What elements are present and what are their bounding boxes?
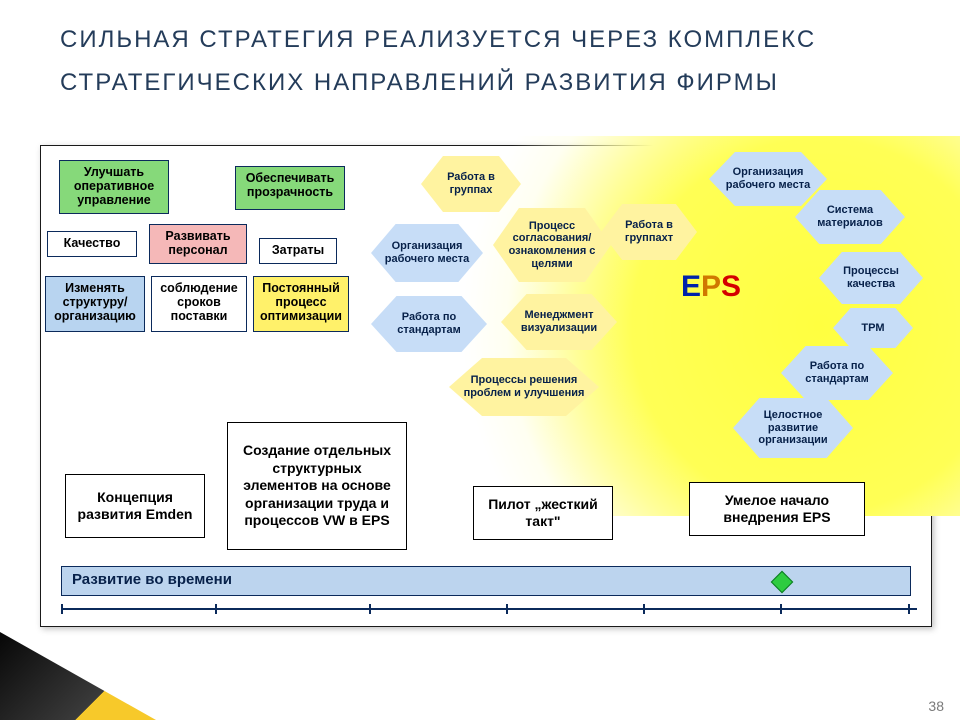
hex-label: Работа по стандартам [789, 360, 885, 385]
box-optimization: Постоянный процесс оптимизации [253, 276, 349, 332]
eps-s: S [721, 270, 741, 303]
hex-label: Менеджмент визуализации [509, 309, 609, 334]
hex-holistic: Целостное развитие организации [733, 398, 853, 458]
diagram-canvas: ✕ Улучшать оперативное управление Обеспе… [40, 145, 932, 627]
timeline-bar: Развитие во времени [61, 566, 911, 596]
hex-label: Работа в группах [429, 171, 513, 196]
slide-title: Сильная стратегия реализуется через комп… [60, 18, 910, 104]
box-costs: Затраты [259, 238, 337, 264]
slide: Сильная стратегия реализуется через комп… [0, 0, 960, 720]
phase-box-4: Умелое начало внедрения EPS [689, 482, 865, 536]
diamond-icon [771, 571, 794, 594]
hex-teamwork2: Работа в группахт [601, 204, 697, 260]
hex-label: Организация рабочего места [379, 240, 475, 265]
hex-problem: Процессы решения проблем и улучшения [449, 358, 599, 416]
box-transparency: Обеспечивать прозрачность [235, 166, 345, 210]
timeline-label: Развитие во времени [72, 571, 232, 588]
box-develop-staff: Развивать персонал [149, 224, 247, 264]
hex-label: Работа в группахт [609, 219, 689, 244]
eps-e: E [681, 270, 701, 303]
hex-tpm: TPM [833, 308, 913, 348]
hex-label: Целостное развитие организации [741, 409, 845, 447]
slide-number: 38 [928, 698, 944, 714]
phase-box-3: Пилот „жесткий такт" [473, 486, 613, 540]
eps-logo: EPS [681, 270, 741, 304]
box-quality: Качество [47, 231, 137, 257]
hex-visual: Менеджмент визуализации [501, 294, 617, 350]
hex-label: Система материалов [803, 204, 897, 229]
hex-materials: Система материалов [795, 190, 905, 244]
hex-label: Процессы решения проблем и улучшения [457, 374, 591, 399]
eps-p: P [701, 270, 721, 303]
hex-standards2: Работа по стандартам [781, 346, 893, 400]
hex-label: Работа по стандартам [379, 311, 479, 336]
phase-box-1: Концепция развития Emden [65, 474, 205, 538]
box-change-org: Изменять структуру/ организацию [45, 276, 145, 332]
hex-teamwork: Работа в группах [421, 156, 521, 212]
hex-standards1: Работа по стандартам [371, 296, 487, 352]
hex-label: Процесс согласования/ ознакомления с цел… [501, 220, 603, 271]
hex-label: TPM [861, 322, 884, 335]
box-improve-mgmt: Улучшать оперативное управление [59, 160, 169, 214]
hex-workplace1: Организация рабочего места [371, 224, 483, 282]
box-delivery: соблюдение сроков поставки [151, 276, 247, 332]
hex-alignment: Процесс согласования/ ознакомления с цел… [493, 208, 611, 282]
phase-box-2: Создание отдельных структурных элементов… [227, 422, 407, 550]
hex-label: Процессы качества [827, 265, 915, 290]
hex-quality-proc: Процессы качества [819, 252, 923, 304]
hex-label: Организация рабочего места [717, 166, 819, 191]
timeline-axis [61, 608, 917, 610]
